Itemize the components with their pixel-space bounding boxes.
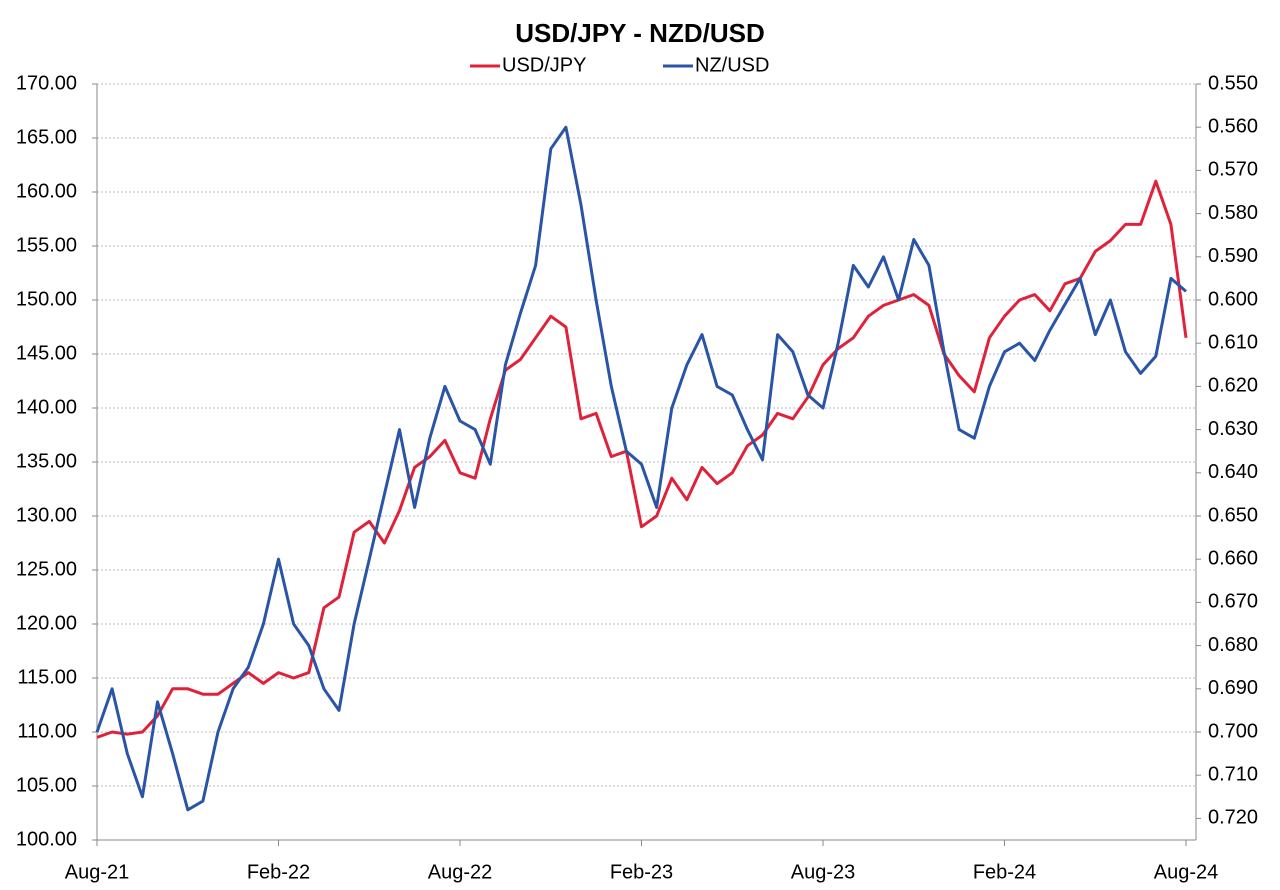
y2-tick-label: 0.550 [1208, 72, 1258, 94]
y-tick-label: 155.00 [16, 234, 77, 256]
y-tick-label: 105.00 [16, 774, 77, 796]
y-tick-label: 160.00 [16, 180, 77, 202]
series-line [95, 125, 1187, 812]
x-tick-label: Aug-21 [65, 861, 130, 883]
legend-label: NZ/USD [695, 54, 769, 76]
y2-tick-label: 0.580 [1208, 202, 1258, 224]
y-tick-label: 170.00 [16, 72, 77, 94]
y2-tick-label: 0.660 [1208, 547, 1258, 569]
y-tick-label: 130.00 [16, 504, 77, 526]
x-tick-label: Feb-23 [610, 861, 673, 883]
y-tick-label: 100.00 [16, 828, 77, 850]
y-tick-label: 150.00 [16, 288, 77, 310]
y2-tick-label: 0.680 [1208, 634, 1258, 656]
y2-tick-label: 0.640 [1208, 461, 1258, 483]
y2-tick-label: 0.630 [1208, 418, 1258, 440]
y2-tick-label: 0.610 [1208, 331, 1258, 353]
series-line [96, 179, 1188, 739]
y2-tick-label: 0.670 [1208, 591, 1258, 613]
y-tick-label: 115.00 [17, 666, 77, 688]
legend-label: USD/JPY [502, 54, 586, 76]
y-tick-label: 135.00 [16, 450, 77, 472]
y-tick-label: 110.00 [17, 720, 77, 742]
y2-tick-label: 0.620 [1208, 375, 1258, 397]
chart-title: USD/JPY - NZD/USD [515, 18, 764, 48]
y-tick-label: 165.00 [16, 126, 77, 148]
y2-tick-label: 0.710 [1208, 763, 1258, 785]
x-tick-label: Aug-23 [791, 861, 856, 883]
x-tick-label: Feb-24 [973, 861, 1036, 883]
x-tick-label: Feb-22 [247, 861, 310, 883]
y2-tick-label: 0.720 [1208, 807, 1258, 829]
x-tick-label: Aug-24 [1154, 861, 1219, 883]
y-tick-label: 120.00 [16, 612, 77, 634]
y2-tick-label: 0.570 [1208, 159, 1258, 181]
y-tick-label: 125.00 [16, 558, 77, 580]
y-tick-label: 145.00 [16, 342, 77, 364]
y-tick-label: 140.00 [16, 396, 77, 418]
y2-tick-label: 0.700 [1208, 720, 1258, 742]
y2-tick-label: 0.690 [1208, 677, 1258, 699]
y2-tick-label: 0.560 [1208, 115, 1258, 137]
y2-tick-label: 0.590 [1208, 245, 1258, 267]
x-tick-label: Aug-22 [428, 861, 493, 883]
y2-tick-label: 0.650 [1208, 504, 1258, 526]
y2-tick-label: 0.600 [1208, 288, 1258, 310]
